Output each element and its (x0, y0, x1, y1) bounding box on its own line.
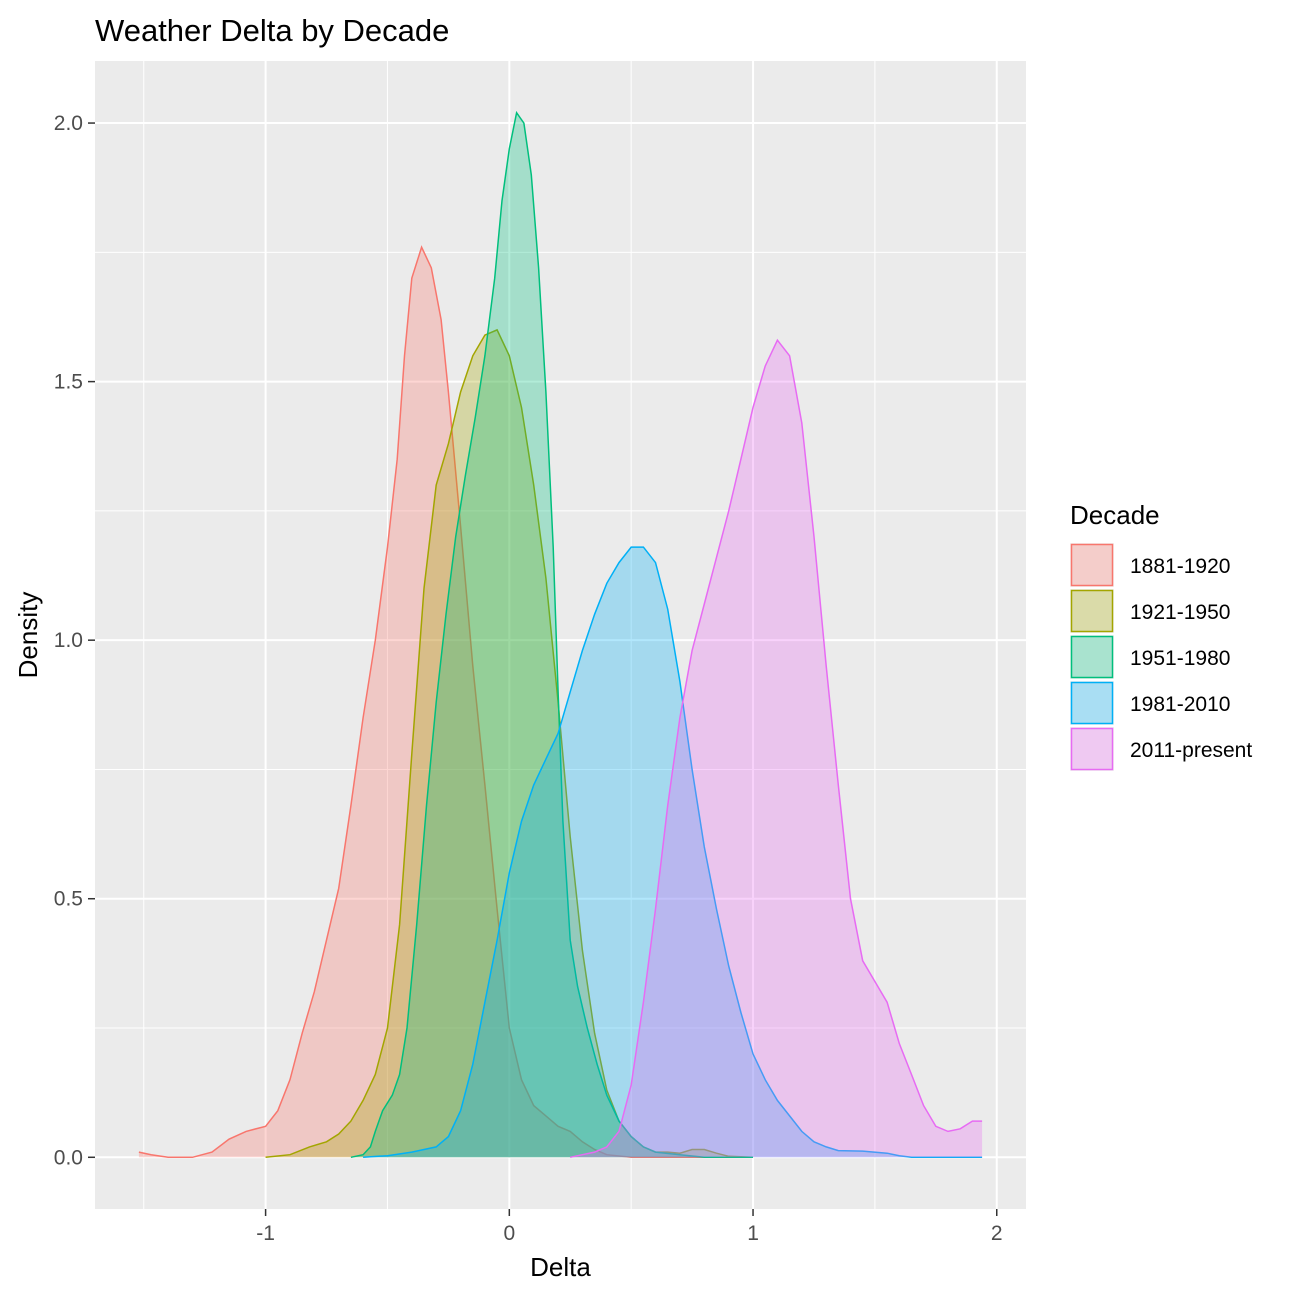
legend-key-background (1070, 681, 1114, 725)
y-tick-label: 0.0 (54, 1146, 83, 1169)
x-axis-title: Delta (530, 1252, 591, 1282)
legend-label-1921-1950: 1921-1950 (1130, 601, 1230, 624)
chart-title: Weather Delta by Decade (95, 13, 449, 48)
legend-key-background (1070, 589, 1114, 633)
density-line-1981-2010 (363, 546, 983, 1159)
y-tick-label: 1.0 (54, 629, 83, 652)
y-tick-label: 0.5 (54, 888, 83, 911)
y-tick-label: 2.0 (54, 112, 83, 135)
legend: Decade 1881-1920 1921-1950 1951-1980 1981-2… (1070, 500, 1252, 771)
legend-key-background (1070, 727, 1114, 771)
x-tick-label: 1 (747, 1222, 759, 1245)
legend-key-2011-present (1070, 727, 1114, 771)
density-line-1881-1920 (138, 245, 705, 1159)
legend-label-1951-1980: 1951-1980 (1130, 647, 1230, 670)
legend-key-1921-1950 (1070, 589, 1114, 633)
x-tick-label: 2 (991, 1222, 1003, 1245)
density-area-1881-1920 (138, 247, 705, 1158)
legend-label-1981-2010: 1981-2010 (1130, 693, 1230, 716)
legend-key-1881-1920 (1070, 543, 1114, 587)
legend-key-1981-2010 (1070, 681, 1114, 725)
y-axis: 0.0 0.5 1.0 1.5 2.0 (54, 112, 95, 1169)
y-tick-label: 1.5 (54, 371, 83, 394)
legend-label-2011-present: 2011-present (1130, 739, 1252, 762)
legend-key-1951-1980 (1070, 635, 1114, 679)
x-tick-label: 0 (503, 1222, 515, 1245)
x-tick-label: -1 (256, 1222, 275, 1245)
density-line-1951-1980 (350, 110, 753, 1159)
density-area-2011-present (570, 340, 983, 1158)
density-line-2011-present (570, 338, 983, 1159)
density-line-1921-1950 (265, 328, 754, 1159)
legend-title: Decade (1070, 500, 1160, 530)
x-axis: -1 0 1 2 (256, 1209, 1003, 1245)
density-area-1951-1980 (350, 112, 753, 1158)
legend-key-background (1070, 543, 1114, 587)
grid-lines (95, 61, 1026, 1209)
density-area-1981-2010 (363, 547, 983, 1158)
y-axis-title: Density (13, 592, 43, 679)
density-areas (138, 110, 983, 1159)
legend-key-background (1070, 635, 1114, 679)
legend-label-1881-1920: 1881-1920 (1130, 555, 1230, 578)
density-area-1921-1950 (265, 329, 753, 1158)
